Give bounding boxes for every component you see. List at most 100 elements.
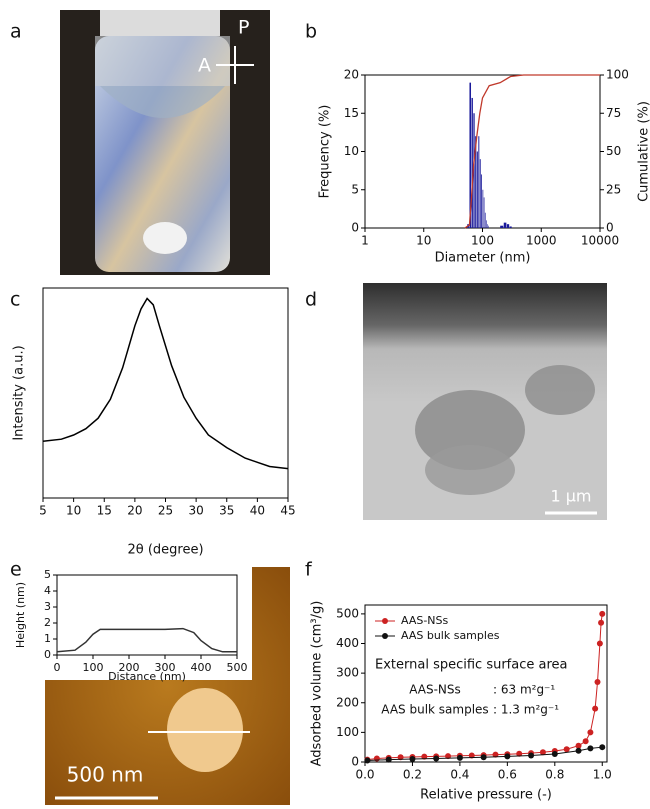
legend-marker — [382, 633, 388, 639]
legend-label: AAS bulk samples — [401, 629, 500, 642]
y-tick-label: 4 — [44, 584, 51, 597]
x-axis-label: 2θ (degree) — [127, 543, 203, 558]
bar — [488, 226, 489, 228]
y-tick-label: 5 — [351, 182, 359, 196]
panel-label: c — [10, 289, 20, 311]
y-tick-label: 300 — [336, 666, 359, 680]
scale-label: 500 nm — [67, 763, 144, 787]
y2-tick-label: 25 — [606, 182, 621, 196]
bar — [477, 152, 478, 229]
polarizer-label: P — [238, 17, 249, 39]
analyzer-label: A — [198, 55, 211, 77]
x-tick-label: 45 — [280, 504, 295, 518]
y-tick-label: 100 — [336, 725, 359, 739]
x-tick-label: 40 — [250, 504, 265, 518]
data-point — [595, 679, 601, 685]
data-point — [599, 611, 605, 617]
x-tick-label: 0.8 — [545, 768, 564, 782]
bar — [486, 220, 487, 228]
bar — [510, 226, 512, 228]
x-tick-label: 10 — [66, 504, 81, 518]
x-tick-label: 500 — [227, 661, 248, 674]
panel-label: e — [10, 559, 22, 581]
scale-label: 1 μm — [550, 487, 591, 506]
x-tick-label: 100 — [471, 234, 494, 248]
data-point — [386, 757, 392, 763]
bar — [487, 224, 488, 228]
x-tick-label: 5 — [39, 504, 47, 518]
bar — [478, 136, 479, 228]
annotation: External specific surface area — [375, 658, 568, 673]
y-axis-label: Adsorbed volume (cm³/g) — [310, 601, 325, 767]
y-tick-label: 2 — [44, 616, 51, 629]
x-tick-label: 20 — [127, 504, 142, 518]
bar — [483, 190, 484, 228]
data-point — [587, 729, 593, 735]
panel-label: f — [305, 559, 313, 581]
x-tick-label: 30 — [188, 504, 203, 518]
y-axis-label: Height (nm) — [14, 582, 27, 648]
data-point — [481, 754, 487, 760]
data-point — [504, 753, 510, 759]
data-point — [552, 751, 558, 757]
x-axis-label: Distance (nm) — [108, 670, 186, 683]
data-point — [583, 738, 589, 744]
panel-label: b — [305, 21, 317, 43]
x-tick-label: 0.0 — [355, 768, 374, 782]
x-tick-label: 400 — [191, 661, 212, 674]
data-point — [457, 755, 463, 761]
x-tick-label: 15 — [97, 504, 112, 518]
y2-tick-label: 75 — [606, 106, 621, 120]
bar — [472, 98, 473, 228]
x-tick-label: 25 — [158, 504, 173, 518]
bar — [484, 197, 485, 228]
data-point — [576, 748, 582, 754]
y-tick-label: 1 — [44, 632, 51, 645]
x-tick-label: 10000 — [581, 234, 619, 248]
y-tick-label: 0 — [351, 221, 359, 235]
y-tick-label: 500 — [336, 606, 359, 620]
x-tick-label: 100 — [83, 661, 104, 674]
data-point — [587, 745, 593, 751]
y-tick-label: 20 — [344, 68, 359, 82]
y2-tick-label: 100 — [606, 68, 629, 82]
legend-label: AAS-NSs — [401, 614, 449, 627]
annotation: : 63 m²g⁻¹ — [493, 683, 555, 697]
data-point — [592, 706, 598, 712]
x-tick-label: 35 — [219, 504, 234, 518]
x-tick-label: 1000 — [526, 234, 557, 248]
x-axis-label: Relative pressure (-) — [420, 788, 552, 803]
tem-image: 1 μm — [363, 283, 607, 520]
data-point — [409, 756, 415, 762]
photo: P A — [60, 10, 270, 275]
bar — [485, 213, 486, 228]
afm-image: 500 nm — [45, 567, 290, 805]
y-tick-label: 5 — [44, 568, 51, 581]
x-tick-label: 10 — [416, 234, 431, 248]
data-point — [597, 641, 603, 647]
y-tick-label: 200 — [336, 695, 359, 709]
annotation: AAS-NSs — [409, 683, 461, 697]
annotation: : 1.3 m²g⁻¹ — [493, 703, 559, 717]
cumulative-line — [465, 75, 600, 228]
y2-axis-label: Cumulative (%) — [637, 101, 650, 202]
data-point — [598, 620, 604, 626]
x-axis-label: Diameter (nm) — [435, 251, 531, 266]
y-tick-label: 0 — [44, 648, 51, 661]
bar — [481, 174, 482, 228]
x-tick-label: 0.4 — [450, 768, 469, 782]
panel-label: d — [305, 289, 317, 311]
data-point — [599, 744, 605, 750]
data-point — [528, 752, 534, 758]
y-tick-label: 15 — [344, 106, 359, 120]
y2-tick-label: 0 — [606, 221, 614, 235]
y-axis-label: Intensity (a.u.) — [12, 345, 27, 440]
data-point — [364, 758, 370, 764]
x-tick-label: 1.0 — [593, 768, 612, 782]
bar — [480, 159, 481, 228]
y2-tick-label: 50 — [606, 144, 621, 158]
legend-marker — [382, 618, 388, 624]
y-axis-label: Frequency (%) — [318, 105, 333, 199]
y-tick-label: 3 — [44, 600, 51, 613]
